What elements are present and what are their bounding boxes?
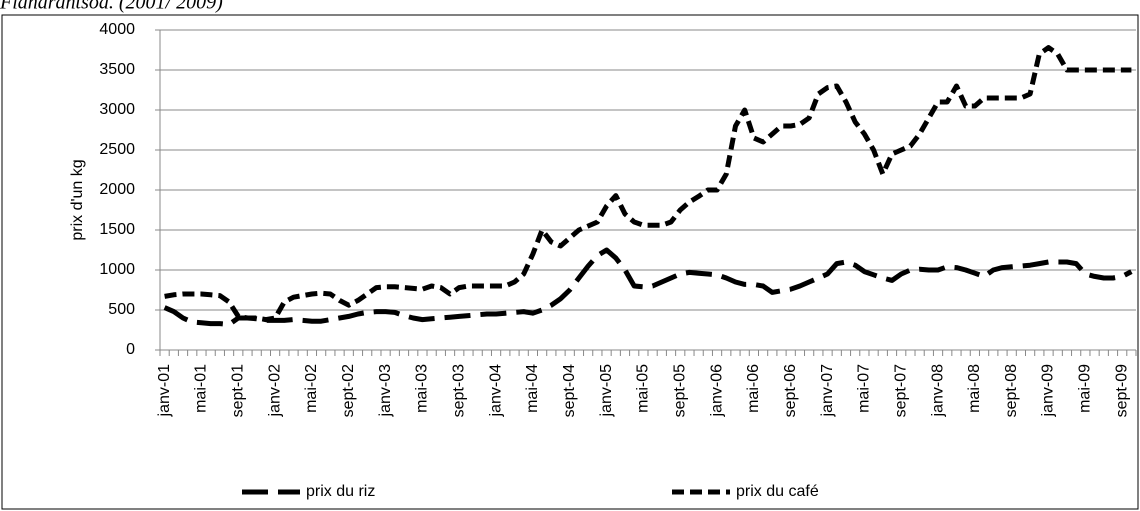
x-tick-label: mai-09 [1077, 364, 1094, 413]
y-tick-label: 4000 [99, 21, 135, 38]
legend-label: prix du riz [306, 483, 375, 500]
x-tick-label: mai-01 [193, 364, 210, 413]
chart-frame [1, 14, 1139, 510]
y-tick-label: 0 [126, 341, 135, 358]
x-tick-label: sept-04 [561, 364, 578, 417]
y-tick-label: 1000 [99, 261, 135, 278]
x-tick-label: janv-03 [377, 364, 394, 418]
y-tick-label: 3000 [99, 101, 135, 118]
y-tick-label: 2500 [99, 141, 135, 158]
x-tick-label: mai-04 [524, 364, 541, 413]
x-tick-label: mai-06 [745, 364, 762, 413]
x-tick-label: mai-08 [966, 364, 983, 413]
y-tick-label: 1500 [99, 221, 135, 238]
series-line [163, 247, 1133, 327]
x-tick-label: sept-02 [340, 364, 357, 417]
x-tick-label: janv-01 [156, 364, 173, 418]
x-tick-label: sept-08 [1003, 364, 1020, 417]
x-tick-label: janv-07 [819, 364, 836, 418]
x-tick-label: sept-01 [229, 364, 246, 417]
x-tick-label: mai-03 [414, 364, 431, 413]
x-tick-label: mai-05 [635, 364, 652, 413]
y-axis-label: prix d'un kg [69, 159, 86, 240]
x-tick-label: mai-02 [303, 364, 320, 413]
x-tick-label: sept-05 [671, 364, 688, 417]
y-tick-label: 3500 [99, 61, 135, 78]
x-tick-label: janv-06 [708, 364, 725, 418]
chart-title: Fianarantsoa. (2001/ 2009) [0, 0, 223, 14]
series-line [164, 45, 1132, 323]
x-tick-label: janv-02 [266, 364, 283, 418]
x-tick-label: janv-05 [598, 364, 615, 418]
x-tick-label: janv-04 [487, 364, 504, 418]
legend-label: prix du café [736, 483, 819, 500]
x-tick-label: mai-07 [856, 364, 873, 413]
x-tick-label: janv-09 [1040, 364, 1057, 418]
y-tick-label: 2000 [99, 181, 135, 198]
x-tick-label: sept-06 [782, 364, 799, 417]
x-tick-label: sept-09 [1113, 364, 1130, 417]
x-tick-label: sept-03 [450, 364, 467, 417]
x-tick-label: sept-07 [892, 364, 909, 417]
x-tick-label: janv-08 [929, 364, 946, 418]
y-tick-label: 500 [108, 301, 135, 318]
